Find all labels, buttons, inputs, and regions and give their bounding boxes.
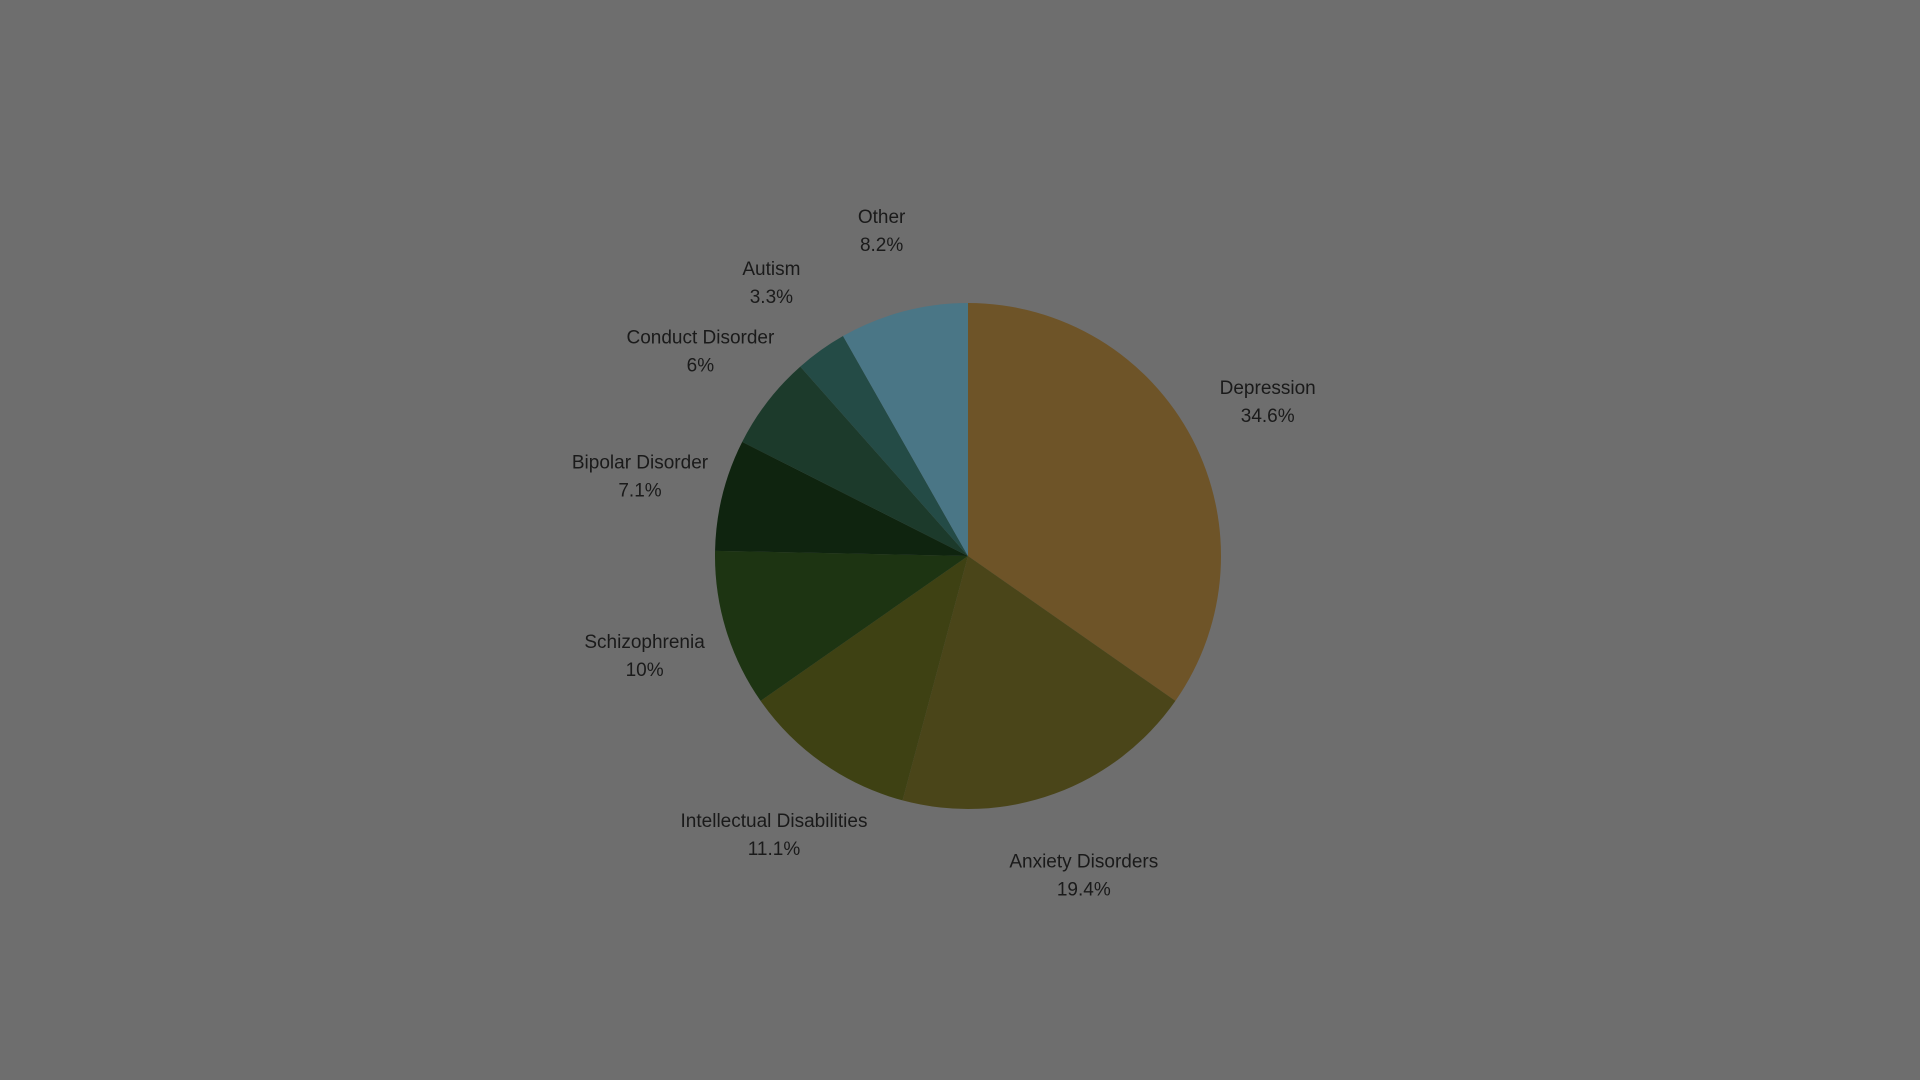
pie-slice-bipolar-disorder <box>715 441 968 556</box>
slice-value-schizophrenia: 10% <box>626 660 664 681</box>
slice-value-depression: 34.6% <box>1241 406 1295 427</box>
slice-value-other: 8.2% <box>860 235 903 256</box>
pie-slice-other <box>843 303 968 556</box>
slice-value-intellectual-disabilities: 11.1% <box>748 839 801 860</box>
slice-label-conduct-disorder: Conduct Disorder <box>626 328 775 349</box>
slice-value-conduct-disorder: 6% <box>687 356 715 377</box>
pie-slice-conduct-disorder <box>742 366 968 556</box>
slice-label-intellectual-disabilities: Intellectual Disabilities <box>681 811 868 832</box>
pie-slice-autism <box>800 336 968 556</box>
slice-label-anxiety-disorders: Anxiety Disorders <box>1009 852 1158 873</box>
pie-slices <box>714 302 1222 810</box>
slice-label-schizophrenia: Schizophrenia <box>584 632 705 653</box>
pie-slice-schizophrenia <box>714 550 968 701</box>
slice-label-bipolar-disorder: Bipolar Disorder <box>572 452 709 473</box>
slice-label-other: Other <box>858 207 906 228</box>
pie-labels: Depression 34.6% Anxiety Disorders 19.4% Int… <box>572 207 1316 900</box>
pie-slice-intellectual-disabilities <box>760 556 968 801</box>
slice-value-bipolar-disorder: 7.1% <box>618 480 661 501</box>
slice-value-autism: 3.3% <box>750 287 793 308</box>
slice-label-depression: Depression <box>1220 378 1316 399</box>
slice-value-anxiety-disorders: 19.4% <box>1057 880 1111 901</box>
pie-slice-depression <box>968 302 1222 701</box>
slice-label-autism: Autism <box>742 259 800 280</box>
pie-slice-anxiety-disorders <box>902 556 1176 810</box>
